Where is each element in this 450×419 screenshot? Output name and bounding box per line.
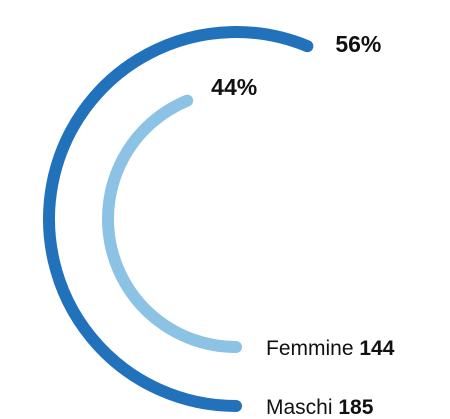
category-name: Maschi	[266, 396, 333, 419]
category-name: Femmine	[266, 337, 354, 360]
value-label: 185	[338, 396, 373, 419]
value-label: 144	[359, 337, 394, 360]
percent-label: 44%	[211, 74, 257, 100]
arc	[102, 94, 242, 353]
category-label: Maschi 185	[266, 396, 374, 419]
arc	[43, 26, 314, 412]
percent-label: 56%	[335, 31, 381, 57]
category-label: Femmine 144	[266, 337, 395, 360]
